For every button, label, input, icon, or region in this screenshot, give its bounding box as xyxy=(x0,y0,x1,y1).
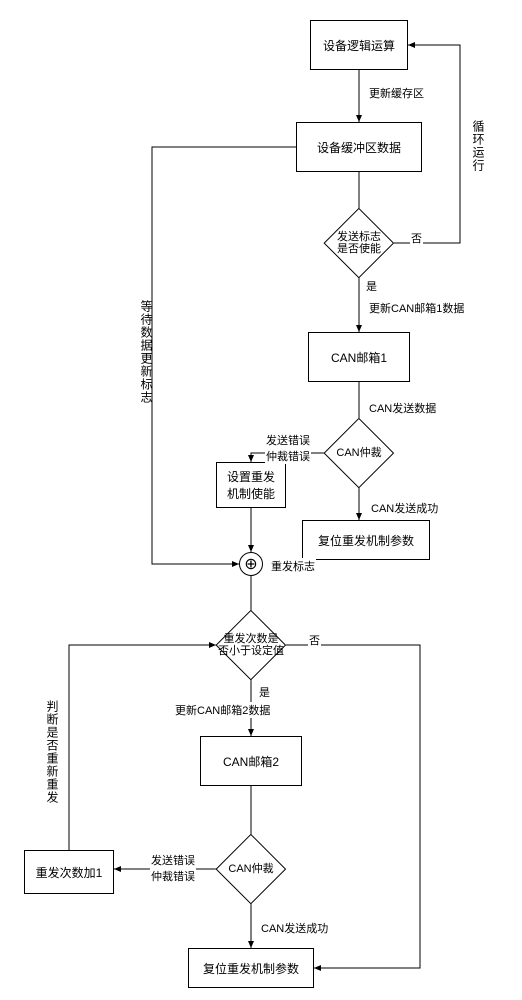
edge-label-14: CAN发送成功 xyxy=(260,920,329,936)
node-n12: 重发次数加1 xyxy=(24,850,114,894)
edge-15 xyxy=(69,645,216,850)
edge-label-2: 更新CAN邮箱1数据 xyxy=(368,300,465,316)
edge-label-4: CAN发送数据 xyxy=(368,400,437,416)
edge-label-3: 循环运行 xyxy=(470,120,487,172)
edge-label-6: 发送错误仲裁错误 xyxy=(265,432,311,464)
edge-branch-3: 否 xyxy=(410,230,423,246)
edge-label-5: CAN发送成功 xyxy=(370,500,439,516)
edge-label-13: 发送错误仲裁错误 xyxy=(150,852,196,884)
node-n3: 发送标志是否使能 xyxy=(324,208,394,278)
node-n2: 设备缓冲区数据 xyxy=(296,122,422,172)
edge-label-10: 更新CAN邮箱2数据 xyxy=(174,702,271,718)
edge-label-0: 更新缓存区 xyxy=(368,85,425,101)
node-n4: CAN邮箱1 xyxy=(308,332,410,382)
node-n11: CAN仲裁 xyxy=(216,834,286,904)
node-n8: ⊕ xyxy=(239,552,263,576)
node-n1: 设备逻辑运算 xyxy=(310,20,408,70)
edge-branch-11: 否 xyxy=(308,632,321,648)
node-n9: 重发次数是否小于设定值 xyxy=(216,610,286,680)
node-n5: CAN仲裁 xyxy=(324,418,394,488)
node-n6: 设置重发机制使能 xyxy=(216,462,286,508)
edge-label-8: 等待数据更新标志 xyxy=(138,300,155,404)
edge-branch-2: 是 xyxy=(365,278,378,294)
node-n13: 复位重发机制参数 xyxy=(188,948,314,988)
flowchart-canvas: 设备逻辑运算设备缓冲区数据发送标志是否使能CAN邮箱1CAN仲裁设置重发机制使能… xyxy=(0,0,522,1000)
node-n7: 复位重发机制参数 xyxy=(302,520,430,560)
edge-label-15: 判断是否重新重发 xyxy=(44,700,61,804)
edge-label-9: 重发标志 xyxy=(270,558,316,574)
node-n10: CAN邮箱2 xyxy=(200,736,302,786)
edge-branch-10: 是 xyxy=(258,684,271,700)
